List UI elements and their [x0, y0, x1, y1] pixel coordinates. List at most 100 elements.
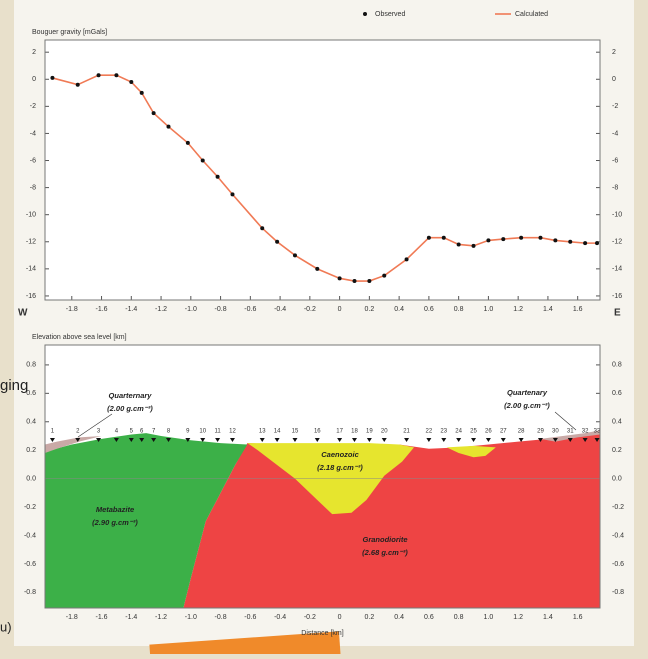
orange-tab: [149, 631, 342, 659]
station-label: 30: [552, 429, 559, 435]
geologic-body: [45, 433, 248, 608]
station-label: 23: [440, 429, 447, 435]
observed-point: [215, 174, 220, 179]
station-marker: [49, 438, 55, 442]
observed-point: [129, 79, 134, 84]
plot-frame: [44, 39, 601, 301]
x-tick-label: -1.4: [125, 614, 137, 621]
station-marker: [113, 438, 119, 442]
y-tick-label: -0.8: [24, 589, 36, 596]
x-tick-label: -1.6: [96, 614, 108, 621]
station-label: 15: [292, 429, 299, 435]
x-tick-label: -1.2: [155, 306, 167, 313]
x-tick-label: 1.0: [484, 306, 494, 313]
y-tick-label: 0.0: [26, 475, 36, 482]
station-marker: [441, 438, 447, 442]
x-tick-label: -0.8: [215, 306, 227, 313]
station-marker: [185, 438, 191, 442]
observed-point: [404, 257, 409, 262]
station-marker: [404, 438, 410, 442]
station-label: 29: [537, 429, 544, 435]
x-tick-label: 1.6: [573, 306, 583, 313]
observed-point: [166, 124, 171, 129]
x-tick-label: -1.0: [185, 614, 197, 621]
y-tick-label: -0.8: [612, 589, 624, 596]
station-label: 22: [426, 429, 433, 435]
observed-point: [292, 253, 297, 258]
legend-label: Observed: [375, 11, 405, 18]
observed-point: [75, 82, 80, 87]
station-marker: [582, 438, 588, 442]
station-label: 20: [381, 429, 388, 435]
y-tick-label: -2: [612, 103, 618, 110]
y-tick-label: 0.8: [612, 362, 622, 369]
station-marker: [200, 438, 206, 442]
station-marker: [96, 438, 102, 442]
observed-point: [471, 243, 476, 248]
fragment: u): [0, 619, 12, 634]
y-tick-label: -0.4: [612, 532, 624, 539]
body-density: (2.90 g.cm⁻³): [92, 518, 138, 527]
station-label: 19: [366, 429, 373, 435]
y-tick-label: -8: [30, 184, 36, 191]
observed-point: [200, 158, 205, 163]
station-marker: [75, 438, 81, 442]
observed-point: [426, 235, 431, 240]
observed-point: [501, 237, 506, 242]
body-name: Granodiorite: [362, 535, 407, 544]
station-marker: [518, 438, 524, 442]
station-label: 12: [229, 429, 236, 435]
station-marker: [351, 438, 357, 442]
body-name: Caenozoic: [321, 450, 359, 459]
station-marker: [471, 438, 477, 442]
y-tick-label: -16: [26, 293, 36, 300]
x-tick-label: -0.2: [304, 614, 316, 621]
y-tick-label: -2: [30, 103, 36, 110]
station-label: 17: [336, 429, 343, 435]
leader: [77, 413, 113, 438]
station-label: 4: [115, 429, 119, 435]
observed-point: [553, 238, 558, 243]
y-tick-label: -0.4: [24, 532, 36, 539]
station-label: 31: [567, 429, 574, 435]
station-label: 14: [274, 429, 281, 435]
body-density: (2.00 g.cm⁻³): [107, 404, 153, 413]
station-label: 18: [351, 429, 358, 435]
station-label: 16: [314, 429, 321, 435]
y-tick-label: 2: [612, 49, 616, 56]
geologic-body: [446, 445, 496, 458]
x-tick-label: 1.2: [513, 614, 523, 621]
station-label: 6: [140, 429, 144, 435]
x-tick-label: 0: [338, 306, 342, 313]
station-marker: [537, 438, 543, 442]
observed-point: [151, 111, 156, 116]
station-label: 21: [403, 429, 410, 435]
station-label: 13: [259, 429, 266, 435]
observed-point: [367, 279, 372, 284]
x-tick-label: -0.6: [244, 614, 256, 621]
x-tick-label: 0.2: [365, 306, 375, 313]
y-tick-label: 0.2: [612, 447, 622, 454]
chart-title: Bouguer gravity [mGals]: [32, 29, 107, 36]
y-tick-label: 0.6: [26, 390, 36, 397]
x-tick-label: 1.0: [484, 614, 494, 621]
station-marker: [567, 438, 573, 442]
station-label: 27: [500, 429, 507, 435]
x-tick-label: 0.6: [424, 306, 434, 313]
body-density: (2.00 g.cm⁻³): [504, 401, 550, 410]
body-density: (2.18 g.cm⁻³): [317, 463, 363, 472]
x-tick-label: 1.6: [573, 614, 583, 621]
y-tick-label: -0.2: [24, 504, 36, 511]
observed-point: [441, 235, 446, 240]
station-marker: [229, 438, 235, 442]
station-marker: [594, 438, 600, 442]
station-marker: [485, 438, 491, 442]
y-tick-label: -6: [612, 157, 618, 164]
x-tick-label: -0.4: [274, 306, 286, 313]
y-tick-label: -0.6: [24, 561, 36, 568]
station-marker: [292, 438, 298, 442]
body-name: Metabazite: [96, 505, 134, 514]
station-label: 2: [76, 429, 80, 435]
